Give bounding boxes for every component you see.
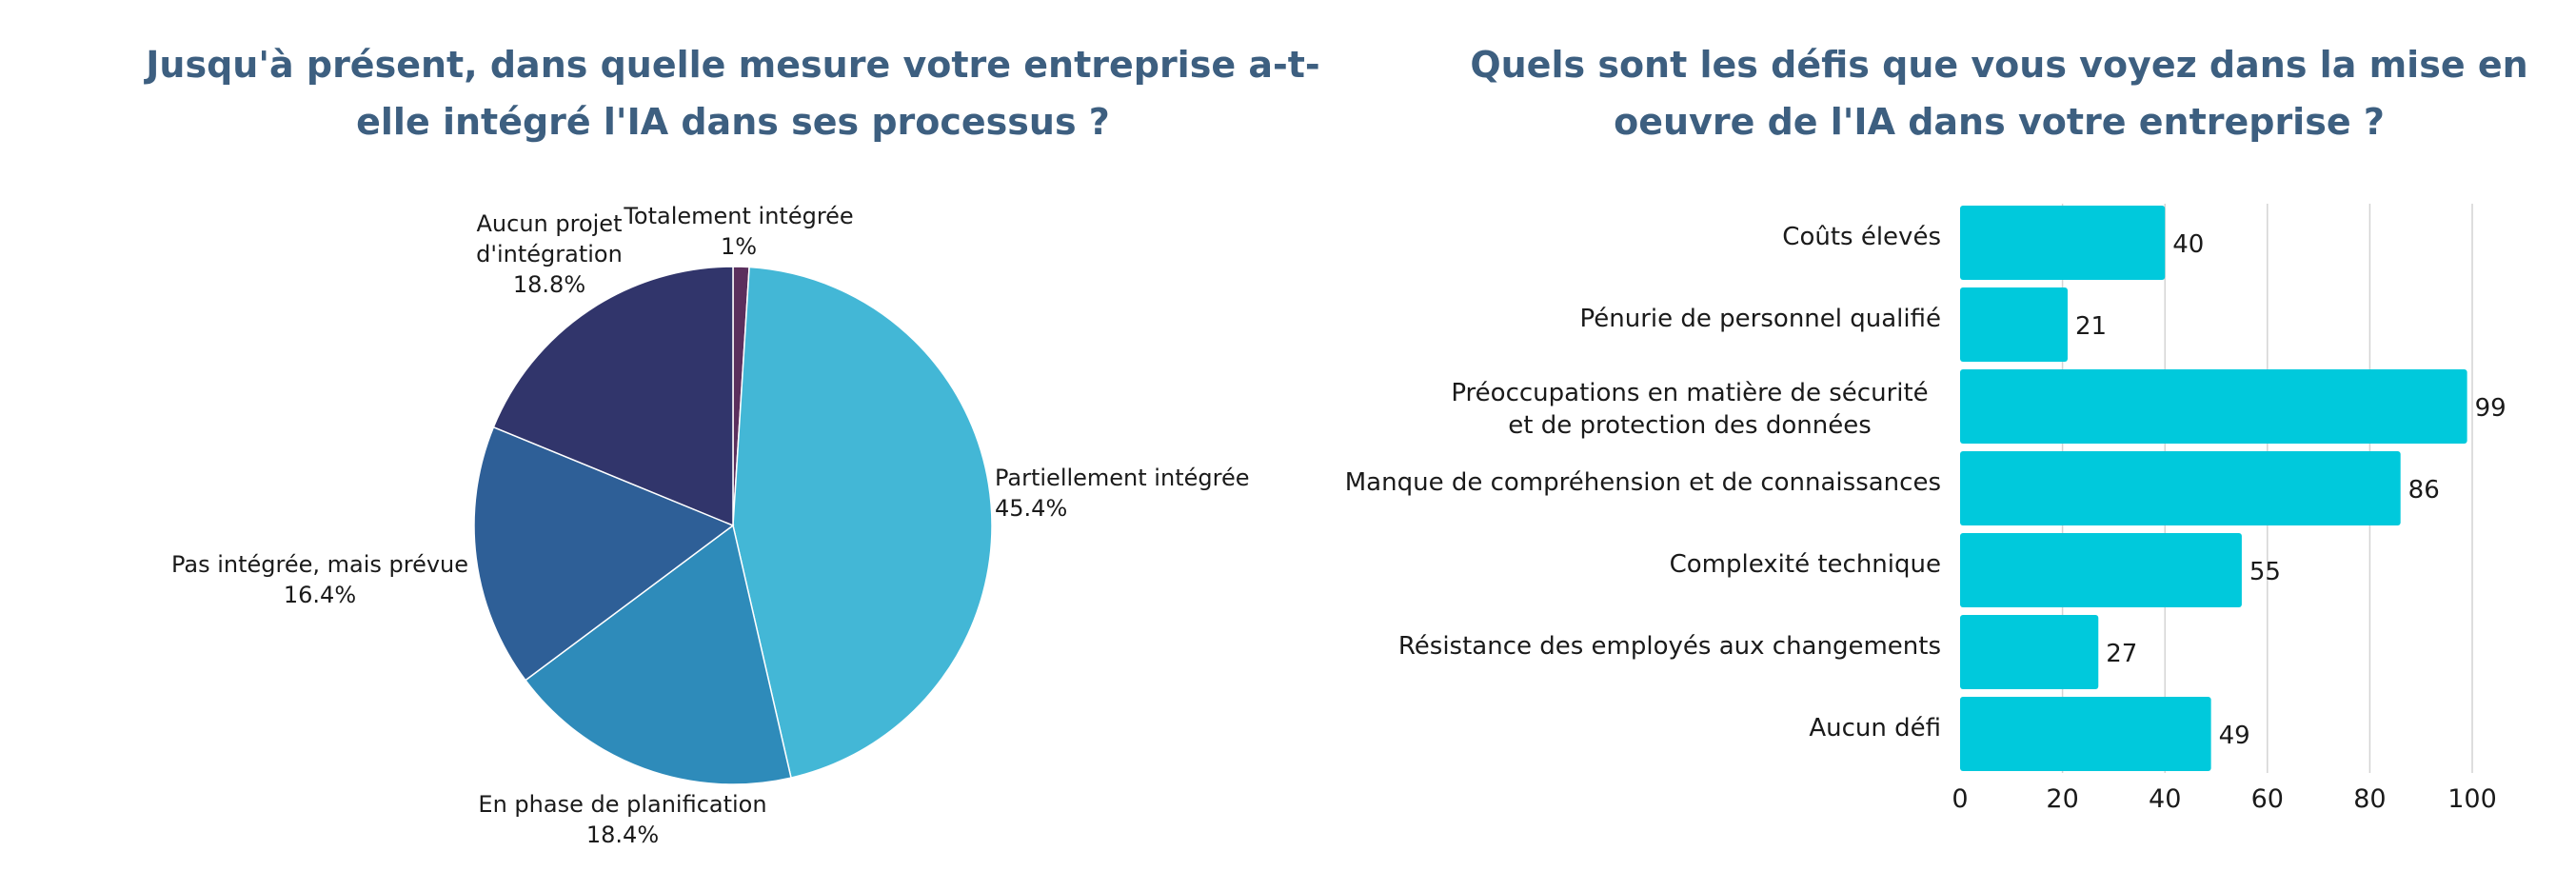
bar-aucun-defi	[1960, 697, 2211, 771]
bar-penurie-de-personnel-qualifie	[1960, 287, 2068, 362]
bar-chart: Coûts élevés Pénurie de personnel qualifi…	[1345, 204, 2507, 814]
x-tick-label-40: 40	[2149, 784, 2181, 814]
bar-couts-eleves	[1960, 206, 2166, 280]
pie-label-en-phase-de-planification: En phase de planification 18.4%	[478, 791, 766, 848]
pie-value-partiellement-integree: 45.4%	[995, 495, 1067, 522]
bar-manque-de-comprehension-et-de-connaissances	[1960, 451, 2401, 525]
bar-resistance-des-employes-aux-changements	[1960, 615, 2099, 689]
x-tick-label-20: 20	[2046, 784, 2078, 814]
x-tick-label-0: 0	[1952, 784, 1968, 814]
pie-value-aucun-projet-d-integration: 18.8%	[513, 271, 585, 298]
pie-chart-title: Jusqu'à présent, dans quelle mesure votr…	[146, 44, 1320, 143]
bar-category-label-aucun-defi: Aucun défi	[1809, 714, 1941, 742]
bar-category-label-complexite-technique: Complexité technique	[1670, 550, 1941, 579]
bar-value-couts-eleves: 40	[2172, 230, 2204, 259]
bar-preoccupations-en-matiere-de-securite-et-de-protection-des-donnees	[1960, 369, 2467, 444]
bar-category-label-manque-de-comprehension-et-de-connaissances: Manque de compréhension et de connaissan…	[1345, 468, 1941, 497]
bar-value-resistance-des-employes-aux-changements: 27	[2106, 640, 2137, 668]
bar-category-label-penurie-de-personnel-qualifie: Pénurie de personnel qualifié	[1580, 305, 1941, 333]
bar-value-penurie-de-personnel-qualifie: 21	[2075, 312, 2107, 341]
bar-category-label-resistance-des-employes-aux-changements: Résistance des employés aux changements	[1398, 632, 1941, 661]
bar-value-aucun-defi: 49	[2219, 722, 2250, 750]
pie-label-totalement-integree: Totalement intégrée 1%	[623, 203, 853, 260]
pie-slice-aucun-projet-d-integration	[492, 266, 734, 527]
bar-complexite-technique	[1960, 533, 2242, 607]
pie-value-en-phase-de-planification: 18.4%	[586, 822, 659, 848]
bar-value-preoccupations-en-matiere-de-securite-et-de-protection-des-donnees: 99	[2475, 394, 2507, 423]
pie-label-aucun-projet-d-integration: Aucun projet d'intégration 18.8%	[476, 210, 623, 298]
x-tick-label-60: 60	[2251, 784, 2284, 814]
bar-value-complexite-technique: 55	[2249, 558, 2281, 586]
pie-label-partiellement-integree: Partiellement intégrée 45.4%	[995, 465, 1249, 522]
pie-slice-pas-integree-mais-prevue	[473, 426, 735, 682]
pie-value-pas-integree-mais-prevue: 16.4%	[284, 582, 356, 608]
pie-slice-partiellement-integree	[732, 266, 993, 779]
x-tick-label-100: 100	[2447, 784, 2497, 814]
pie-chart: Totalement intégrée 1% Partiellement intég…	[171, 203, 1250, 848]
bar-chart-title: Quels sont les défis que vous voyez dans…	[1470, 44, 2528, 143]
bar-category-label-preoccupations-en-matiere-de-securite-et-de-protection-des-donnees: Préoccupations en matière de sécurité et …	[1451, 379, 1928, 440]
pie-value-totalement-integree: 1%	[721, 233, 757, 260]
bar-value-manque-de-comprehension-et-de-connaissances: 86	[2408, 476, 2440, 505]
pie-label-pas-integree-mais-prevue: Pas intégrée, mais prévue 16.4%	[171, 551, 468, 608]
x-tick-label-80: 80	[2353, 784, 2386, 814]
pie-slice-en-phase-de-planification	[524, 524, 792, 785]
bar-category-label-couts-eleves: Coûts élevés	[1782, 223, 1941, 251]
